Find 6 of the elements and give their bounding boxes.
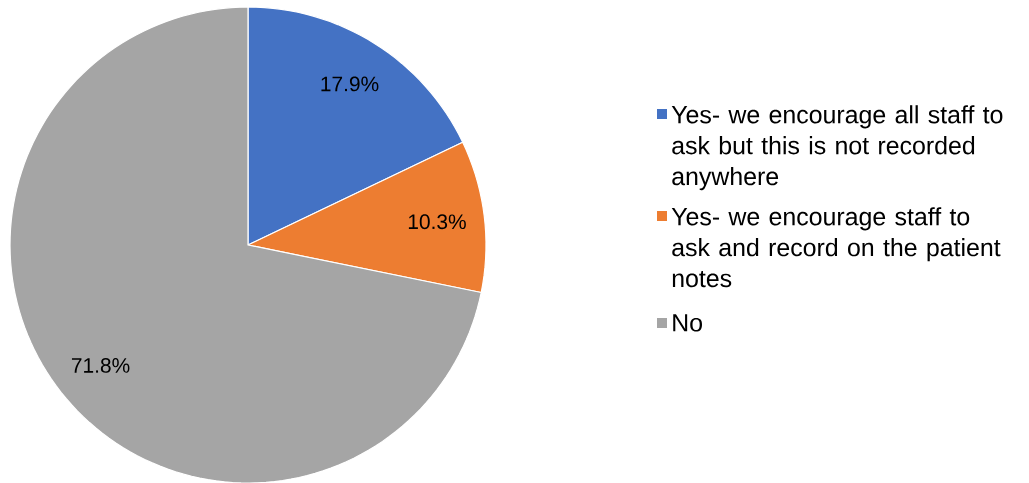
data-label: 71.8% [71, 358, 130, 373]
legend-label: Yes- we encourage all staff to ask but this is not recorded anywhere [671, 105, 1003, 191]
legend-label: No [673, 314, 702, 332]
data-label: 17.9% [321, 76, 379, 92]
data-label: 10.3% [408, 214, 466, 230]
legend-label: Yes- we encourage staff to ask and record on the patient notes [671, 207, 1001, 288]
